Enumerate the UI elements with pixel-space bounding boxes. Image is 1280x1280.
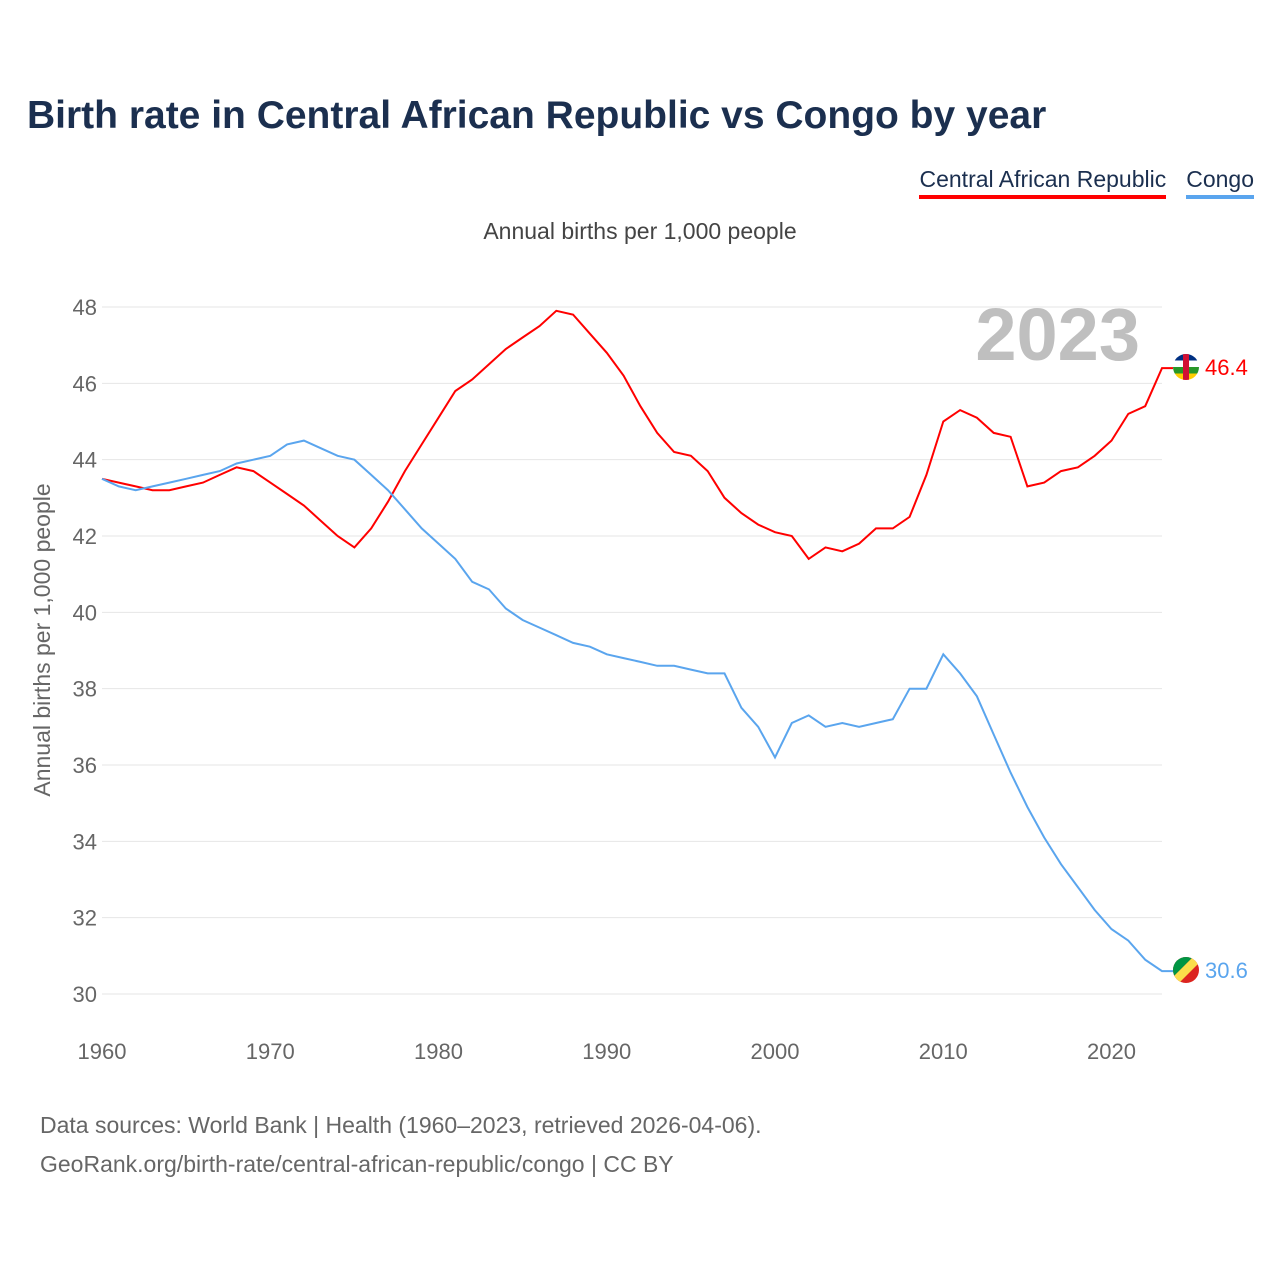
y-tick-label: 46 [73,371,97,396]
y-tick-label: 30 [73,982,97,1007]
y-tick-label: 48 [73,295,97,320]
y-tick-label: 32 [73,906,97,931]
data-source-text: Data sources: World Bank | Health (1960–… [40,1112,762,1138]
x-tick-label: 1970 [246,1039,295,1064]
legend: Central African Republic Congo [919,166,1254,199]
central-african-republic-flag-icon [1173,354,1199,380]
x-tick-label: 1960 [78,1039,127,1064]
series-line-central-african-republic [101,309,1173,561]
congo-end-value: 30.6 [1205,958,1248,983]
x-tick-label: 2000 [751,1039,800,1064]
legend-item-central-african-republic[interactable]: Central African Republic [919,166,1167,199]
y-tick-label: 44 [73,448,97,473]
y-tick-label: 34 [73,829,97,854]
y-tick-label: 38 [73,677,97,702]
congo-flag-icon [1173,957,1199,983]
y-axis-label: Annual births per 1,000 people [29,483,55,796]
chart-title: Birth rate in Central African Republic v… [27,94,1047,137]
footer: Data sources: World Bank | Health (1960–… [40,1106,1240,1184]
series-line-congo [101,439,1173,973]
chart-subtitle: Annual births per 1,000 people [483,218,797,244]
source-link[interactable]: GeoRank.org/birth-rate/central-african-r… [40,1151,674,1177]
central-african-republic-end-value: 46.4 [1205,355,1248,380]
legend-item-congo[interactable]: Congo [1186,166,1254,199]
x-tick-label: 2010 [919,1039,968,1064]
x-tick-label: 2020 [1087,1039,1136,1064]
y-tick-label: 40 [73,600,97,625]
x-tick-label: 1980 [414,1039,463,1064]
y-tick-label: 36 [73,753,97,778]
year-label: 2023 [975,293,1140,376]
x-tick-label: 1990 [582,1039,631,1064]
y-tick-label: 42 [73,524,97,549]
